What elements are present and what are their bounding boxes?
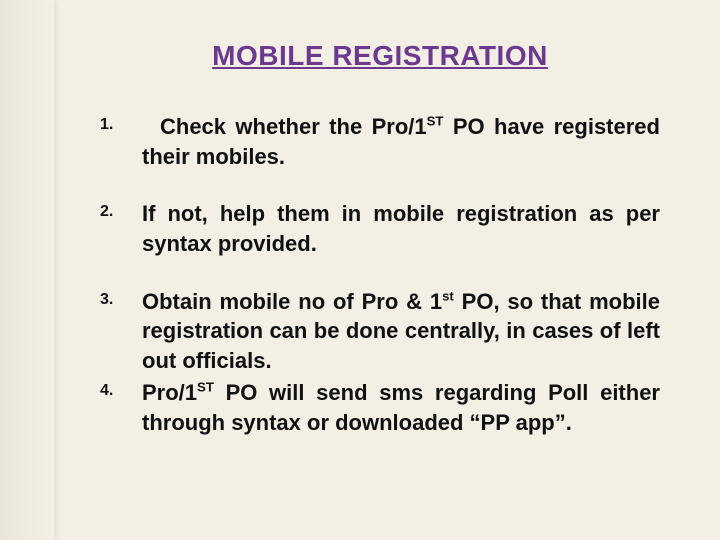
list-number: 3.: [100, 287, 142, 309]
list-text: Pro/1ST PO will send sms regarding Poll …: [142, 378, 660, 437]
slide-page: MOBILE REGISTRATION 1. Check whether the…: [0, 0, 720, 540]
list-text: Obtain mobile no of Pro & 1st PO, so tha…: [142, 287, 660, 376]
list-item: 3. Obtain mobile no of Pro & 1st PO, so …: [100, 287, 660, 376]
list-number: 2.: [100, 199, 142, 221]
list-text: If not, help them in mobile registration…: [142, 199, 660, 258]
list-item: 2. If not, help them in mobile registrat…: [100, 199, 660, 258]
list-text: Check whether the Pro/1ST PO have regist…: [142, 112, 660, 171]
list-item: 1. Check whether the Pro/1ST PO have reg…: [100, 112, 660, 171]
list-item: 4. Pro/1ST PO will send sms regarding Po…: [100, 378, 660, 437]
numbered-list: 1. Check whether the Pro/1ST PO have reg…: [100, 112, 660, 437]
page-title: MOBILE REGISTRATION: [100, 40, 660, 72]
list-number: 1.: [100, 112, 142, 134]
list-number: 4.: [100, 378, 142, 400]
